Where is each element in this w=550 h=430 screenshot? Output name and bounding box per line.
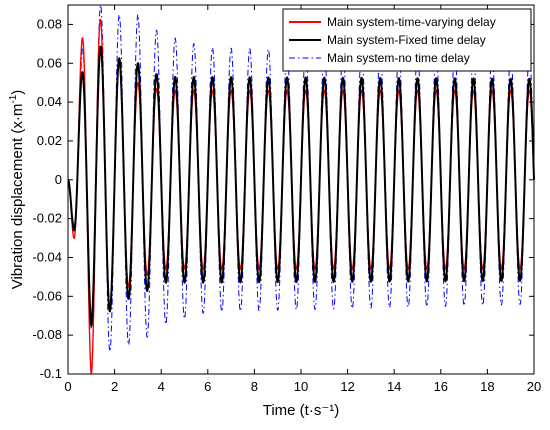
y-tick-label: 0.08	[37, 16, 62, 31]
y-tick-label: 0	[55, 172, 62, 187]
y-axis-label-main: Vibration displacement (x·m	[9, 104, 26, 290]
y-axis: -0.1 -0.08 -0.06 -0.04 -0.02 0 0.02 0.04 0.06 0.0…	[32, 16, 534, 381]
legend-entry-label: Main system-time-varying delay	[327, 15, 496, 29]
y-axis-label-superscript: -1	[8, 94, 19, 103]
x-tick-label: 6	[204, 379, 211, 394]
y-tick-label: 0.04	[37, 94, 62, 109]
y-axis-label-close: )	[9, 90, 26, 95]
series-line	[67, 45, 535, 330]
x-tick-label: 8	[251, 379, 258, 394]
y-tick-label: -0.02	[32, 211, 62, 226]
x-tick-label: 16	[434, 379, 448, 394]
legend-entry-label: Main system-Fixed time delay	[327, 33, 486, 47]
x-axis-label: Time (t·s⁻¹)	[263, 402, 340, 419]
y-tick-label: 0.06	[37, 55, 62, 70]
y-tick-label: -0.08	[32, 327, 62, 342]
x-tick-label: 12	[340, 379, 354, 394]
x-tick-label: 0	[64, 379, 71, 394]
x-tick-label: 14	[387, 379, 401, 394]
legend-box	[282, 8, 532, 72]
y-tick-label: 0.02	[37, 133, 62, 148]
x-tick-label: 2	[111, 379, 118, 394]
legend: Main system-time-varying delay Main syste…	[282, 8, 532, 72]
y-tick-label: -0.1	[40, 366, 62, 381]
y-tick-label: -0.04	[32, 249, 62, 264]
x-axis: 0 2 4 6 8 10 12 14 16 18 20	[64, 5, 541, 394]
x-tick-label: 18	[480, 379, 494, 394]
x-tick-label: 10	[294, 379, 308, 394]
y-axis-label: Vibration displacement (x·m-1)	[8, 90, 26, 290]
legend-entry-label: Main system-no time delay	[327, 51, 470, 65]
x-tick-label: 4	[158, 379, 165, 394]
x-tick-label: 20	[527, 379, 541, 394]
y-tick-label: -0.06	[32, 288, 62, 303]
